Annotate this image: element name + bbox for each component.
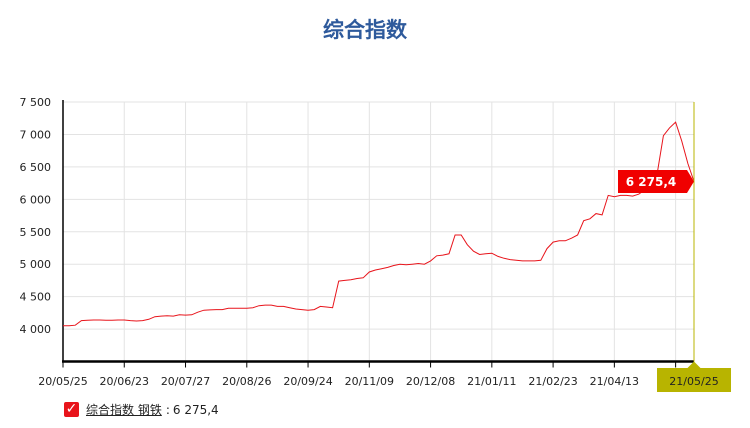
- y-tick-label: 5 500: [20, 226, 52, 239]
- legend-separator: :: [165, 402, 170, 417]
- x-tick-label: 20/09/24: [283, 375, 332, 388]
- crosshair-date-label: 21/05/25: [669, 375, 718, 388]
- x-tick-label: 20/08/26: [222, 375, 271, 388]
- value-tooltip-label: 6 275,4: [626, 175, 676, 189]
- x-tick-label: 21/01/11: [467, 375, 516, 388]
- x-tick-label: 20/06/23: [100, 375, 149, 388]
- chart-title: 综合指数: [323, 17, 407, 42]
- x-tick-label: 21/04/13: [590, 375, 639, 388]
- y-tick-label: 4 500: [20, 291, 52, 304]
- x-tick-label: 20/11/09: [345, 375, 394, 388]
- crosshair-pointer: [686, 361, 702, 370]
- legend[interactable]: ✓ 综合指数 钢铁 : 6 275,4: [64, 401, 219, 418]
- y-tick-label: 7 000: [20, 128, 52, 141]
- x-tick-label: 20/05/25: [38, 375, 87, 388]
- legend-value: 6 275,4: [172, 402, 219, 417]
- y-tick-label: 4 000: [20, 323, 52, 336]
- series-line: [63, 121, 695, 327]
- x-tick-label: 20/07/27: [161, 375, 210, 388]
- y-tick-label: 5 000: [20, 258, 52, 271]
- x-tick-label: 20/12/08: [406, 375, 455, 388]
- y-tick-label: 7 500: [20, 96, 52, 109]
- y-tick-label: 6 500: [20, 161, 52, 174]
- crosshair-date-box: [657, 368, 731, 392]
- legend-checkbox-check-icon[interactable]: ✓: [64, 401, 79, 417]
- y-tick-label: 6 000: [20, 193, 52, 206]
- value-tooltip: [618, 170, 694, 193]
- legend-series-name[interactable]: 综合指数 钢铁: [86, 403, 162, 417]
- x-tick-label: 21/02/23: [528, 375, 577, 388]
